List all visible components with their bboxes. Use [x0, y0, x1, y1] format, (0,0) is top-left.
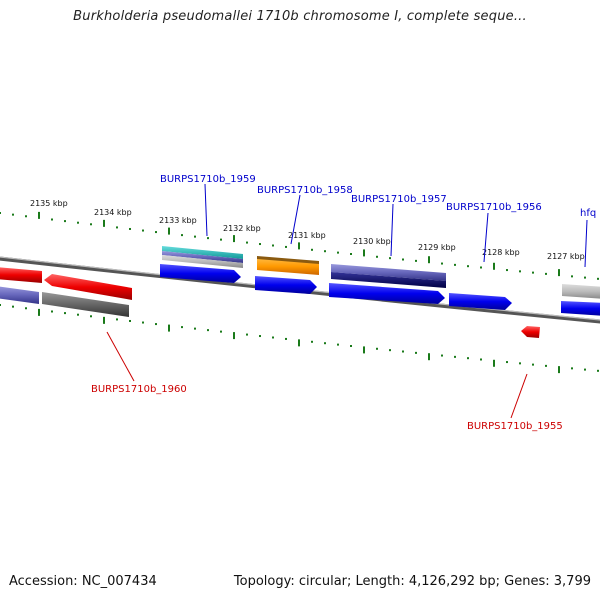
gene-arrow-blue[interactable] — [160, 264, 241, 283]
gene-feature-red[interactable] — [0, 267, 42, 283]
gene-arrow-blue[interactable] — [561, 301, 600, 316]
gene-arrow-blue[interactable] — [255, 276, 317, 294]
label-leader — [510, 373, 528, 419]
scale-ticks-inner — [0, 304, 599, 374]
label-leader — [204, 183, 208, 237]
label-leader — [390, 203, 394, 257]
gene-label[interactable]: BURPS1710b_1960 — [91, 384, 187, 395]
accession-text: Accession: NC_007434 — [9, 574, 157, 589]
cog-band-teal[interactable] — [162, 246, 243, 259]
gene-arrow-red[interactable] — [521, 326, 540, 338]
scale-label: 2135 kbp — [30, 199, 68, 208]
gene-labels-bottom: BURPS1710b_1960 BURPS1710b_1955 — [91, 331, 563, 432]
scale-label: 2131 kbp — [288, 231, 326, 240]
label-leader — [290, 194, 301, 245]
gene-arrow-blue[interactable] — [449, 293, 512, 310]
cog-band-light[interactable] — [562, 284, 600, 299]
scale-label: 2127 kbp — [547, 252, 585, 261]
gene-label[interactable]: BURPS1710b_1959 — [160, 174, 256, 185]
gene-label[interactable]: BURPS1710b_1956 — [446, 202, 542, 213]
cog-band-purple[interactable] — [331, 264, 446, 281]
gene-arrow-blue[interactable] — [329, 283, 445, 304]
scale-label: 2128 kbp — [482, 248, 520, 257]
label-leader — [483, 212, 489, 263]
cog-band-purple[interactable] — [162, 251, 243, 263]
scale-ticks-outer — [0, 211, 599, 280]
gene-label[interactable]: BURPS1710b_1955 — [467, 421, 563, 432]
scale-label: 2130 kbp — [353, 237, 391, 246]
gene-feature-red[interactable] — [44, 274, 132, 300]
map-title: Burkholderia pseudomallei 1710b chromoso… — [73, 9, 527, 24]
label-leader — [584, 219, 588, 268]
gene-labels-top: BURPS1710b_1959 BURPS1710b_1958 BURPS171… — [160, 174, 596, 268]
cog-band-navy[interactable] — [331, 272, 446, 288]
scale-label: 2134 kbp — [94, 208, 132, 217]
topology-text: Topology: circular; Length: 4,126,292 bp… — [233, 574, 591, 589]
gene-label[interactable]: BURPS1710b_1957 — [351, 194, 447, 205]
scale-label: 2133 kbp — [159, 216, 197, 225]
gene-feature-gray[interactable] — [42, 292, 129, 317]
cog-band-brown[interactable] — [257, 256, 319, 264]
scale-label: 2129 kbp — [418, 243, 456, 252]
scale-label: 2132 kbp — [223, 224, 261, 233]
gene-label[interactable]: hfq — [580, 208, 596, 219]
label-leader — [106, 331, 135, 382]
scale-labels: 2135 kbp 2134 kbp 2133 kbp 2132 kbp 2131… — [30, 199, 585, 261]
gene-label[interactable]: BURPS1710b_1958 — [257, 185, 353, 196]
gene-feature-purple[interactable] — [0, 286, 39, 304]
cog-band-gray[interactable] — [162, 255, 243, 268]
